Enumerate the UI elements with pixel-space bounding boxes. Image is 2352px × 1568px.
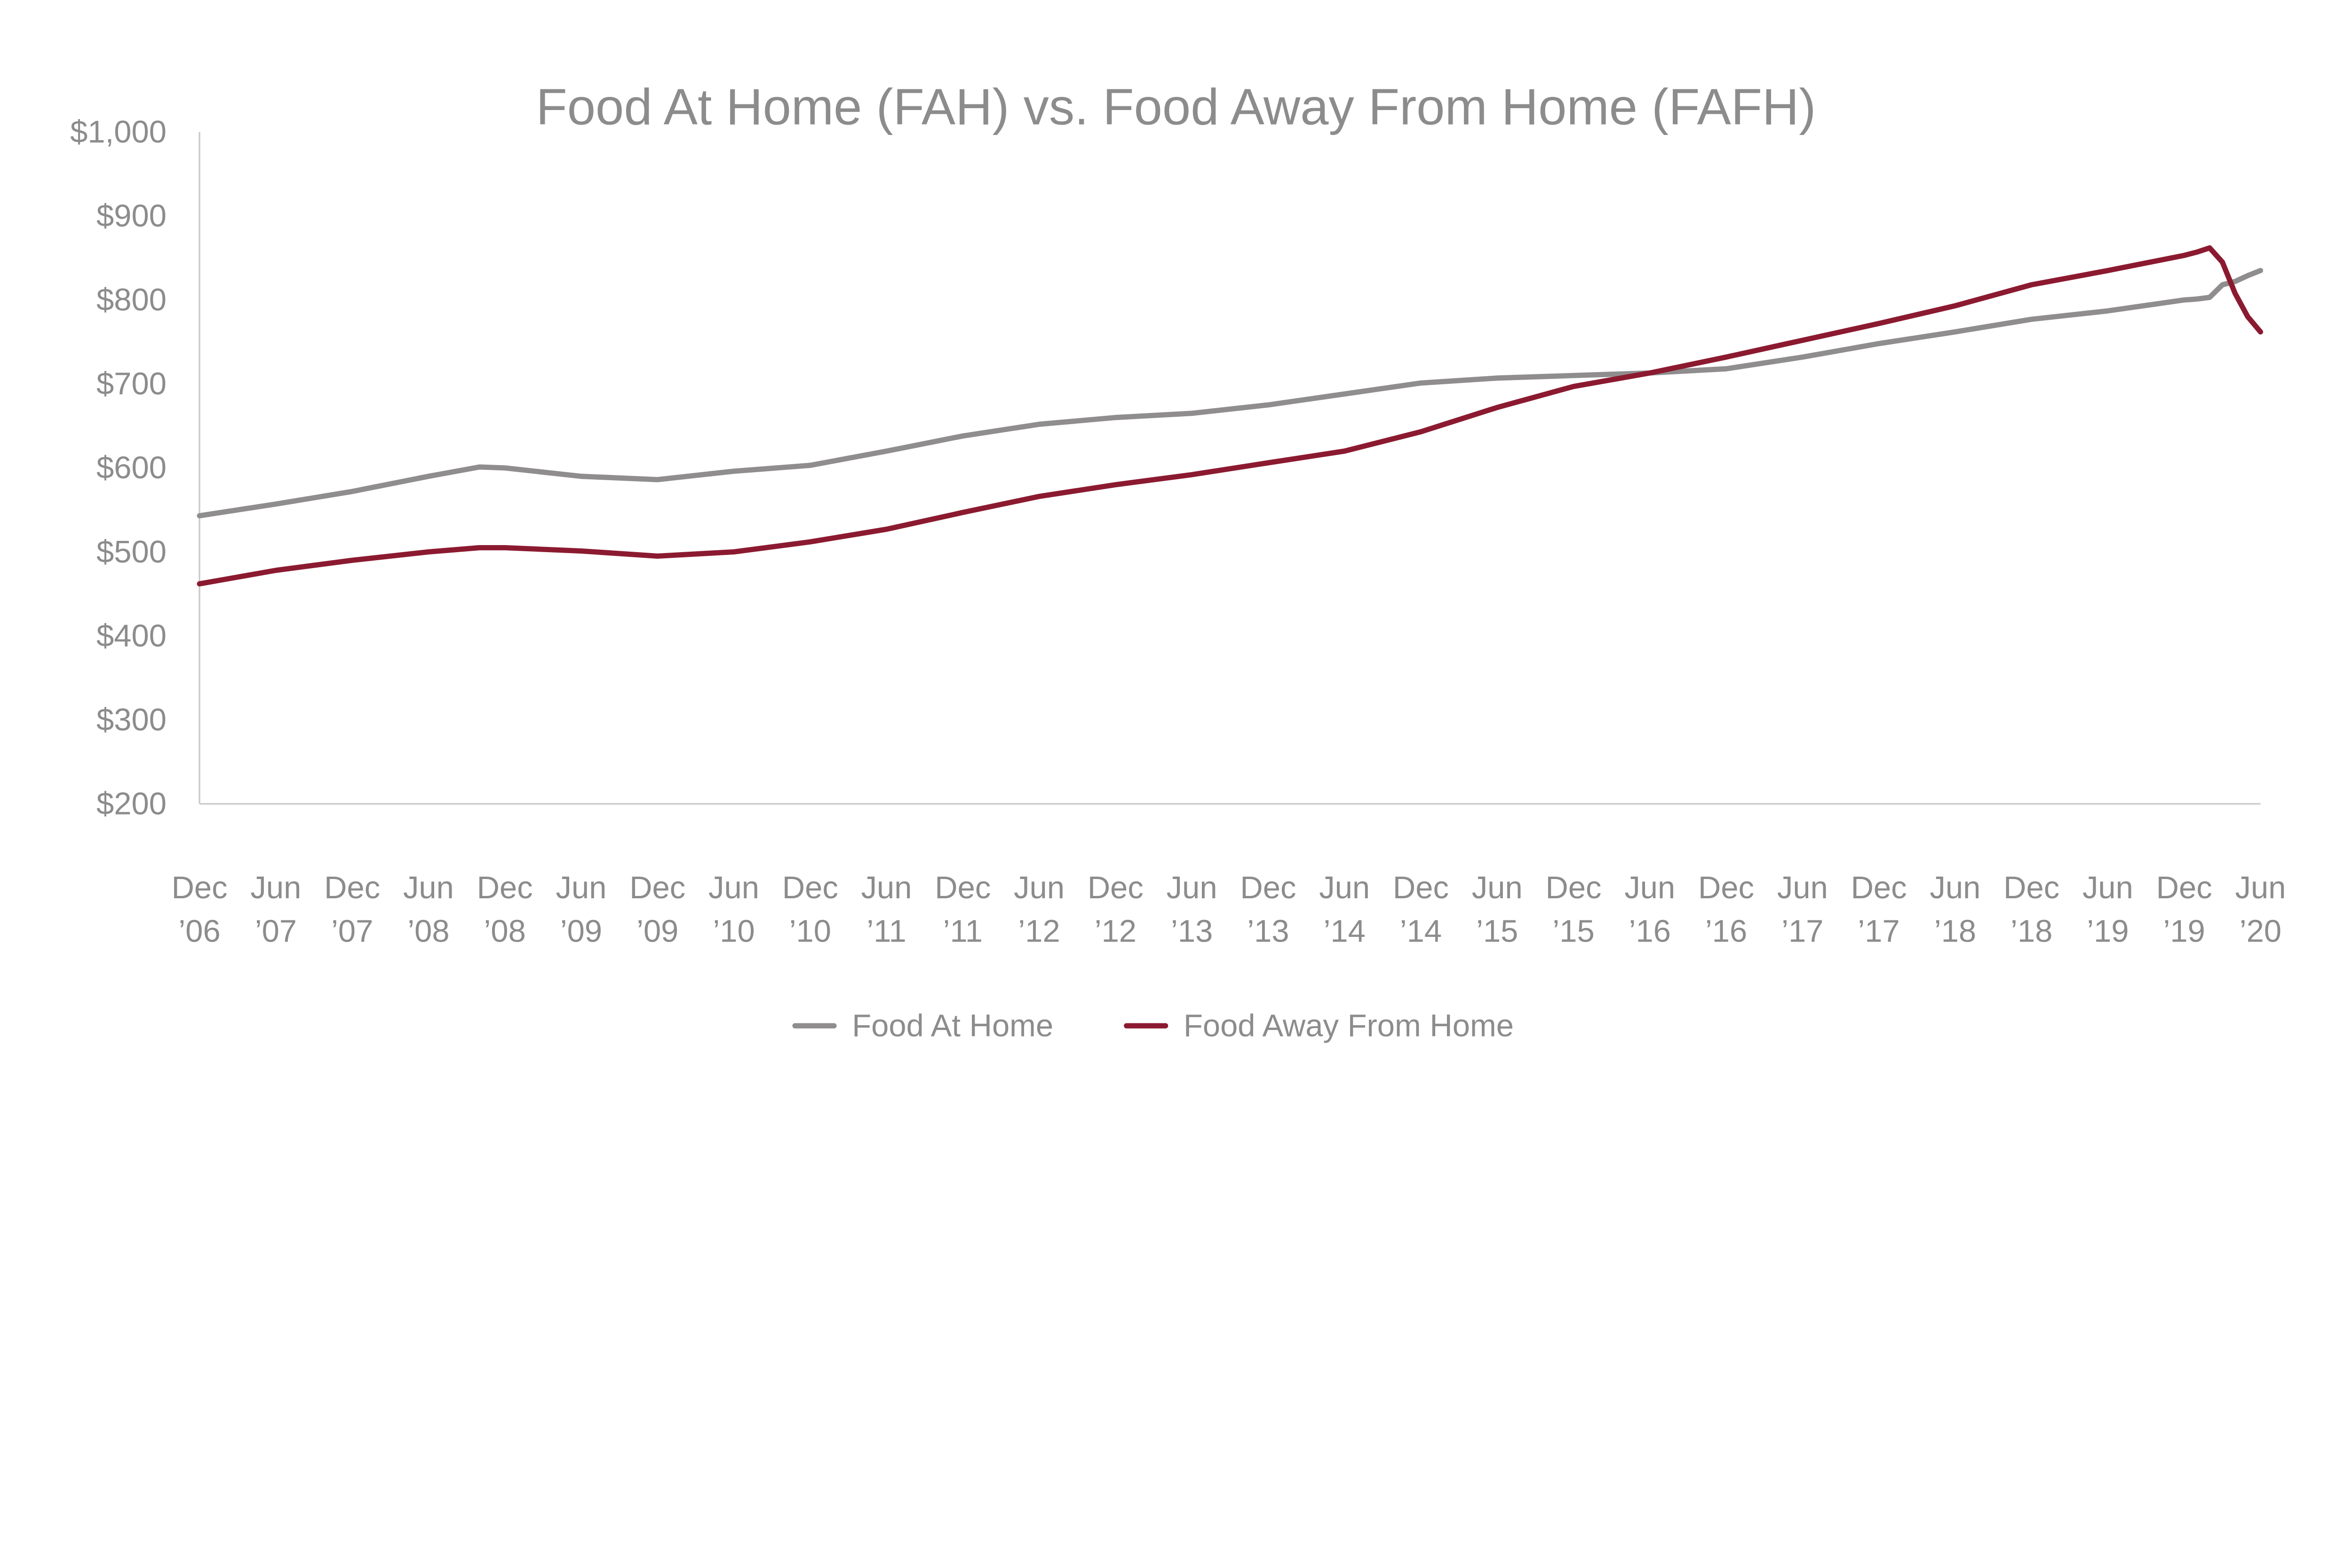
- x-tick-label-month: Dec: [1393, 870, 1449, 905]
- y-tick-label: $1,000: [70, 114, 167, 150]
- x-tick-label-year: ’11: [866, 914, 906, 949]
- x-tick-label-year: ’19: [2087, 914, 2129, 949]
- x-tick-label-year: ’17: [1781, 914, 1823, 949]
- x-tick-label-year: ’13: [1171, 914, 1213, 949]
- y-tick-label: $400: [96, 618, 167, 653]
- x-tick-label-year: ’11: [943, 914, 983, 949]
- x-tick-label-year: ’16: [1705, 914, 1747, 949]
- x-tick-label-year: ’19: [2163, 914, 2205, 949]
- x-tick-label-month: Dec: [1088, 870, 1144, 905]
- y-tick-label: $500: [96, 534, 167, 570]
- x-tick-label-year: ’14: [1400, 914, 1442, 949]
- x-tick-label-year: ’17: [1858, 914, 1899, 949]
- y-tick-label: $900: [96, 198, 167, 234]
- x-tick-label-month: Dec: [629, 870, 685, 905]
- x-tick-label-year: ’10: [789, 914, 831, 949]
- x-tick-label-month: Jun: [1930, 870, 1980, 905]
- x-tick-label-year: ’15: [1476, 914, 1518, 949]
- x-tick-label-month: Jun: [403, 870, 454, 905]
- x-tick-label-month: Jun: [861, 870, 912, 905]
- x-tick-label-year: ’08: [407, 914, 449, 949]
- y-tick-label: $600: [96, 450, 167, 485]
- series-line-food-at-home: [197, 268, 2264, 519]
- x-tick-label-month: Jun: [2082, 870, 2133, 905]
- x-tick-label-month: Jun: [1624, 870, 1675, 905]
- x-tick-label-year: ’07: [331, 914, 373, 949]
- y-tick-label: $200: [96, 786, 167, 822]
- legend-label-food-away-from-home: Food Away From Home: [1184, 1008, 1514, 1043]
- x-tick-label-year: ’06: [178, 914, 220, 949]
- y-tick-label: $800: [96, 282, 167, 317]
- x-tick-label-month: Dec: [2003, 870, 2059, 905]
- x-tick-label-year: ’12: [1018, 914, 1060, 949]
- x-tick-label-month: Jun: [1777, 870, 1828, 905]
- x-tick-label-month: Jun: [2235, 870, 2286, 905]
- x-tick-label-year: ’18: [2010, 914, 2052, 949]
- x-tick-label-year: ’15: [1552, 914, 1594, 949]
- x-tick-label-year: ’14: [1324, 914, 1366, 949]
- y-tick-label: $700: [96, 366, 167, 402]
- x-tick-label-month: Jun: [1472, 870, 1523, 905]
- x-tick-label-year: ’07: [255, 914, 297, 949]
- x-tick-label-year: ’09: [560, 914, 602, 949]
- legend: Food At Home Food Away From Home: [792, 1008, 1514, 1043]
- x-tick-label-year: ’20: [2240, 914, 2281, 949]
- x-tick-label-month: Dec: [935, 870, 991, 905]
- x-tick-label-month: Jun: [250, 870, 301, 905]
- x-tick-label-month: Dec: [324, 870, 380, 905]
- x-tick-label-month: Jun: [1014, 870, 1065, 905]
- x-tick-label-month: Dec: [782, 870, 838, 905]
- line-chart: Food At Home (FAH) vs. Food Away From Ho…: [70, 79, 2286, 1044]
- y-tick-label: $300: [96, 702, 167, 737]
- x-tick-label-month: Jun: [556, 870, 606, 905]
- x-tick-label-month: Jun: [708, 870, 759, 905]
- x-tick-label-month: Dec: [1545, 870, 1601, 905]
- x-tick-label-year: ’18: [1934, 914, 1976, 949]
- series-line-food-away-from-home: [197, 245, 2264, 586]
- x-tick-label-year: ’13: [1247, 914, 1289, 949]
- x-tick-label-month: Jun: [1319, 870, 1370, 905]
- x-tick-label-year: ’08: [484, 914, 526, 949]
- x-tick-label-month: Dec: [1698, 870, 1754, 905]
- legend-label-food-at-home: Food At Home: [852, 1008, 1053, 1043]
- x-tick-label-year: ’12: [1095, 914, 1136, 949]
- chart-title: Food At Home (FAH) vs. Food Away From Ho…: [536, 79, 1816, 135]
- x-tick-label-month: Dec: [1851, 870, 1907, 905]
- x-tick-label-month: Dec: [1240, 870, 1296, 905]
- x-tick-label-year: ’10: [713, 914, 755, 949]
- x-tick-label-year: ’09: [636, 914, 678, 949]
- x-tick-label-year: ’16: [1629, 914, 1671, 949]
- x-tick-label-month: Jun: [1167, 870, 1217, 905]
- x-tick-label-month: Dec: [172, 870, 228, 905]
- x-tick-label-month: Dec: [477, 870, 533, 905]
- x-tick-label-month: Dec: [2156, 870, 2212, 905]
